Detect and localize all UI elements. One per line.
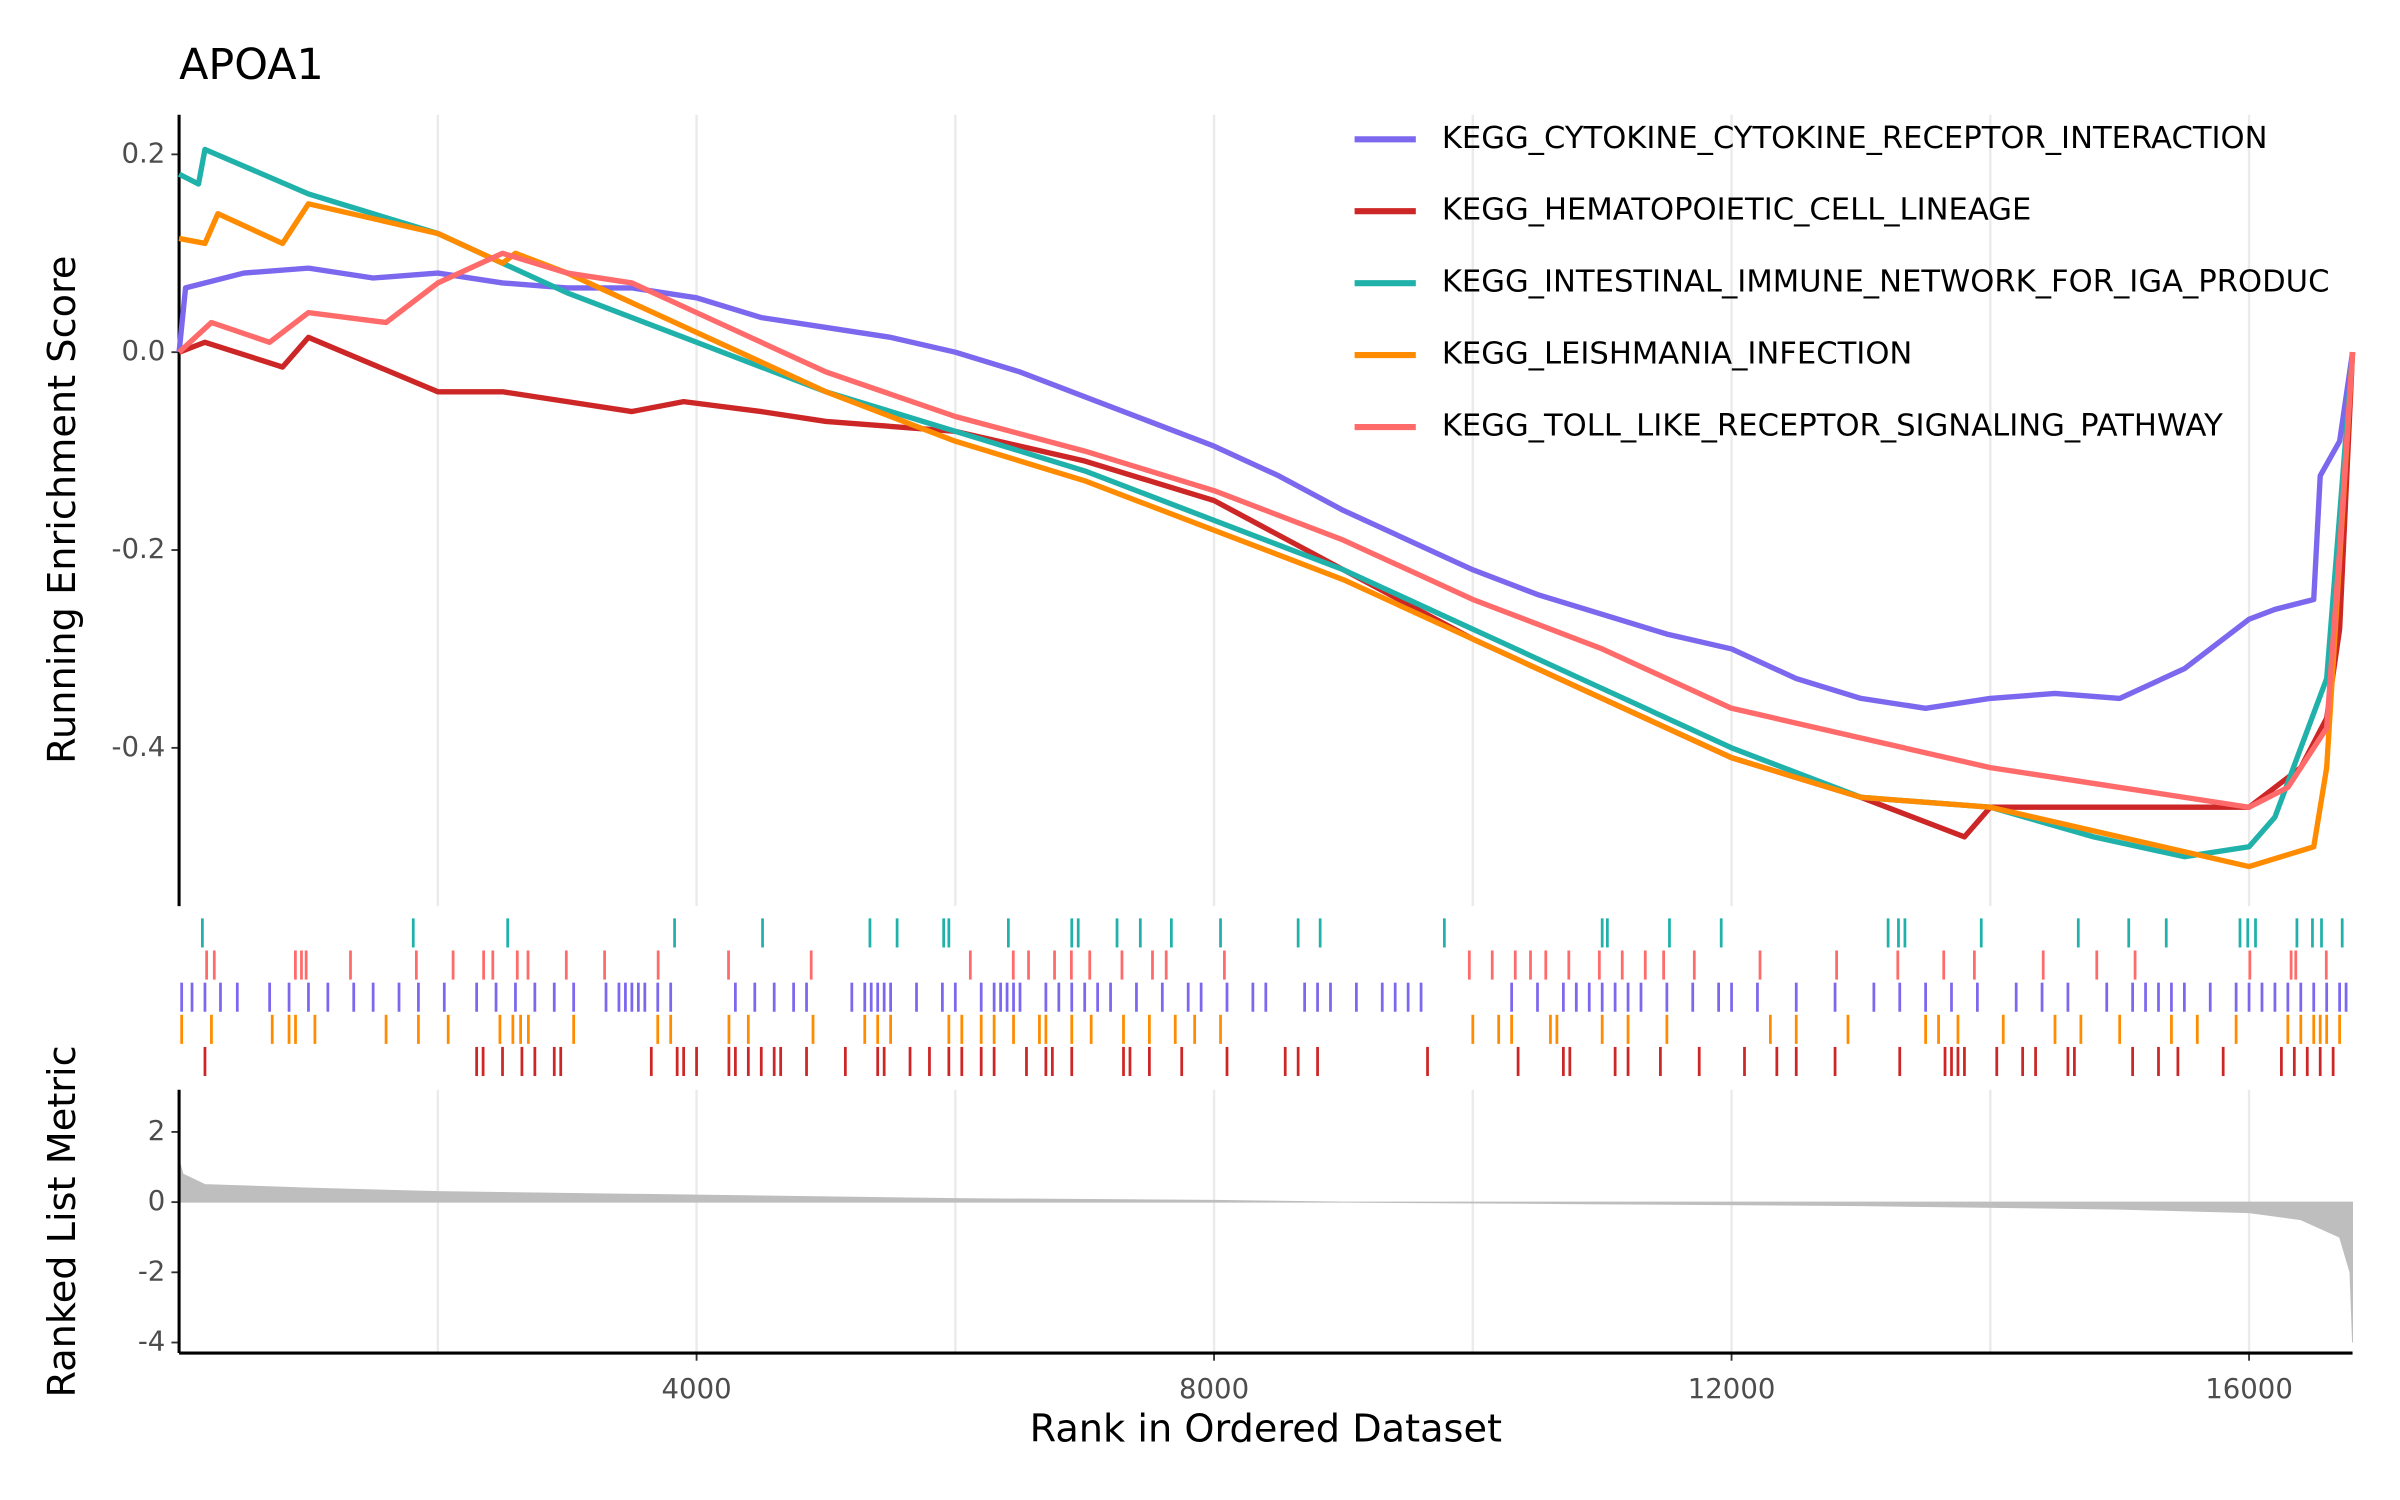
enrichment-line [178, 334, 2356, 840]
y-axis-label: Ranked List Metric [40, 1045, 85, 1397]
legend-label: KEGG_LEISHMANIA_INFECTION [1442, 337, 1912, 372]
x-axis-label: Rank in Ordered Dataset [1030, 1407, 1502, 1452]
enrichment-line [177, 250, 2356, 810]
enrichment-line [178, 201, 2356, 870]
y-tick-label: -0.2 [112, 533, 166, 565]
y-tick-label: -4 [138, 1326, 165, 1358]
legend-label: KEGG_HEMATOPOIETIC_CELL_LINEAGE [1442, 193, 2032, 228]
legend-label: KEGG_INTESTINAL_IMMUNE_NETWORK_FOR_IGA_P… [1442, 265, 2330, 300]
x-tick-label: 8000 [1179, 1373, 1249, 1405]
enrichment-line [176, 265, 2356, 711]
x-tick-label: 4000 [662, 1373, 732, 1405]
x-tick-label: 16000 [2205, 1373, 2293, 1405]
grid [436, 114, 2251, 1354]
y-tick-label: 0.0 [121, 335, 165, 367]
legend-label: KEGG_CYTOKINE_CYTOKINE_RECEPTOR_INTERACT… [1442, 121, 2268, 156]
y-tick-label: -0.4 [112, 731, 166, 763]
y-tick-label: 0 [148, 1185, 166, 1217]
y-axis-label: Running Enrichment Score [40, 256, 85, 764]
y-tick-label: 2 [148, 1115, 166, 1147]
legend-label: KEGG_TOLL_LIKE_RECEPTOR_SIGNALING_PATHWA… [1442, 409, 2223, 444]
y-tick-label: 0.2 [121, 137, 165, 169]
y-tick-label: -2 [138, 1255, 165, 1287]
chart-title: APOA1 [179, 40, 324, 90]
ranked-metric-area [178, 1159, 2354, 1343]
x-tick-label: 12000 [1688, 1373, 1776, 1405]
